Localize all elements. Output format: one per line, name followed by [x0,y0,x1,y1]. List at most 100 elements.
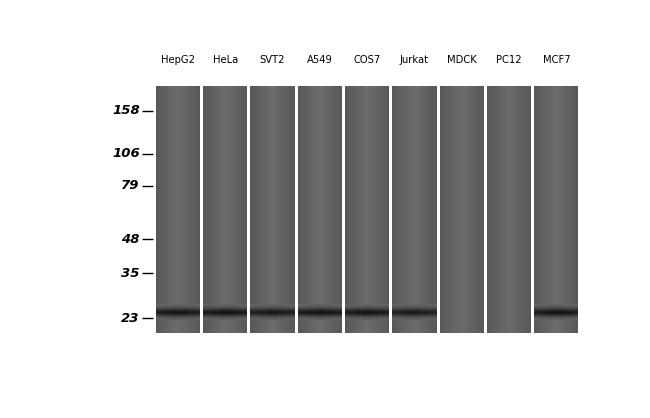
Bar [192,86,194,334]
Bar [517,86,518,334]
Bar [448,86,450,334]
Bar [439,86,441,334]
Bar [575,86,576,334]
Bar [288,86,289,334]
Bar [340,86,341,334]
Bar [555,86,556,334]
Bar [178,86,179,334]
Bar [350,86,352,334]
Bar [514,86,515,334]
Bar [454,86,455,334]
Bar [483,86,484,334]
Bar [185,86,186,334]
Bar [415,86,417,334]
Text: MCF7: MCF7 [543,55,570,65]
Bar [437,86,439,334]
Bar [257,86,258,334]
Bar [218,86,220,334]
Bar [356,86,358,334]
Bar [278,86,279,334]
Text: SVT2: SVT2 [260,55,285,65]
Bar [418,86,419,334]
Bar [571,86,572,334]
Bar [420,86,421,334]
Bar [339,86,340,334]
Bar [469,86,471,334]
Bar [268,86,269,334]
Bar [267,86,268,334]
Bar [367,86,369,334]
Bar [534,86,536,334]
Bar [386,86,387,334]
Bar [526,86,528,334]
Bar [354,86,355,334]
Bar [279,86,280,334]
Text: HepG2: HepG2 [161,55,195,65]
Bar [270,86,272,334]
Bar [512,86,514,334]
Text: 158: 158 [112,104,140,117]
Text: Jurkat: Jurkat [400,55,429,65]
Text: MDCK: MDCK [447,55,476,65]
Bar [183,86,185,334]
Bar [374,86,375,334]
Bar [396,86,398,334]
Bar [258,86,259,334]
Bar [205,86,207,334]
Bar [530,86,531,334]
Bar [353,86,354,334]
Bar [302,86,304,334]
Bar [423,86,424,334]
Bar [441,86,442,334]
Bar [220,86,221,334]
Bar [310,86,311,334]
Bar [255,86,256,334]
Bar [172,86,174,334]
Bar [547,86,549,334]
Bar [159,86,161,334]
Bar [234,86,235,334]
Bar [444,86,445,334]
Bar [496,86,497,334]
Bar [323,86,324,334]
Bar [345,86,346,334]
Bar [223,86,224,334]
Bar [452,86,453,334]
Bar [544,86,545,334]
Bar [232,86,233,334]
Bar [341,86,342,334]
Bar [569,86,571,334]
Bar [432,86,433,334]
Bar [562,86,563,334]
Bar [436,86,437,334]
Bar [564,86,565,334]
Bar [473,86,474,334]
Bar [471,86,472,334]
Bar [417,86,418,334]
Bar [429,86,430,334]
Text: COS7: COS7 [354,55,381,65]
Bar [329,86,330,334]
Bar [269,86,270,334]
Bar [458,86,460,334]
Bar [274,86,275,334]
Bar [275,86,276,334]
Bar [287,86,288,334]
Bar [355,86,356,334]
Bar [243,86,244,334]
Bar [167,86,168,334]
Bar [422,86,423,334]
Bar [334,86,335,334]
Bar [411,86,412,334]
Bar [194,86,196,334]
Bar [484,86,487,334]
Bar [506,86,507,334]
Bar [289,86,290,334]
Bar [175,86,176,334]
Bar [229,86,231,334]
Bar [467,86,469,334]
Bar [306,86,307,334]
Bar [426,86,428,334]
Bar [240,86,242,334]
Bar [364,86,365,334]
